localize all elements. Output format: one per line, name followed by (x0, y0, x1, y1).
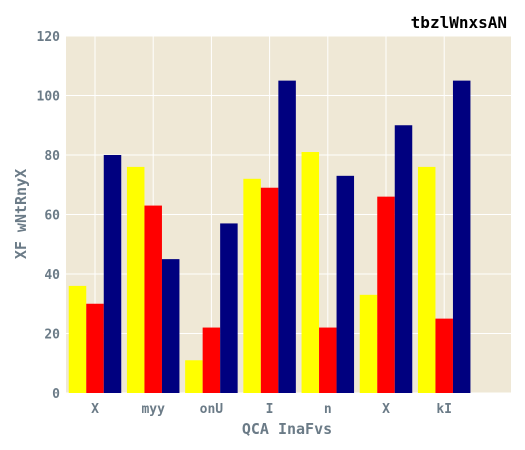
x-tick-label-1: myy (141, 402, 165, 417)
x-axis-label: QCA InaFvs (242, 420, 332, 438)
bar-s2-5 (394, 125, 413, 393)
y-axis-label: XF wNtRnyX (12, 169, 30, 259)
y-axis-ticks: 0 20 40 60 80 100 120 (37, 30, 61, 402)
bar-s2-6 (452, 80, 471, 393)
y-tick-label-6: 120 (37, 30, 61, 45)
bar-s0-4 (301, 152, 320, 393)
x-tick-label-6: kI (436, 402, 452, 417)
y-tick-label-0: 0 (52, 387, 60, 402)
bar-s2-4 (336, 175, 355, 393)
bar-s0-5 (359, 294, 378, 393)
y-tick-label-3: 60 (44, 209, 60, 224)
bar-s1-1 (144, 205, 162, 393)
bar-s0-1 (126, 166, 145, 393)
bar-s1-2 (202, 327, 221, 393)
bar-s1-3 (260, 187, 279, 393)
bar-s2-1 (161, 259, 180, 393)
bar-s0-3 (243, 178, 261, 393)
x-tick-label-2: onU (200, 402, 224, 417)
y-tick-label-4: 80 (44, 149, 60, 164)
bar-s2-3 (278, 80, 296, 393)
bar-s0-0 (68, 285, 87, 393)
y-tick-label-1: 20 (44, 328, 60, 343)
bar-s2-2 (220, 223, 238, 393)
x-tick-label-4: n (324, 402, 332, 417)
x-tick-label-5: X (382, 402, 390, 417)
y-tick-label-5: 100 (37, 90, 61, 105)
chart-title: tbzlWnxsAN (411, 13, 507, 32)
x-tick-label-0: X (91, 402, 99, 417)
bar-s0-2 (185, 360, 203, 393)
bar-s0-6 (417, 166, 436, 393)
x-tick-label-3: I (266, 402, 274, 417)
bar-s1-0 (86, 303, 104, 393)
bar-s1-6 (435, 318, 453, 393)
y-tick-label-2: 40 (44, 268, 60, 283)
bar-s2-0 (103, 155, 122, 393)
bar-s1-5 (377, 196, 395, 393)
bar-s1-4 (319, 327, 337, 393)
bars (68, 80, 471, 393)
